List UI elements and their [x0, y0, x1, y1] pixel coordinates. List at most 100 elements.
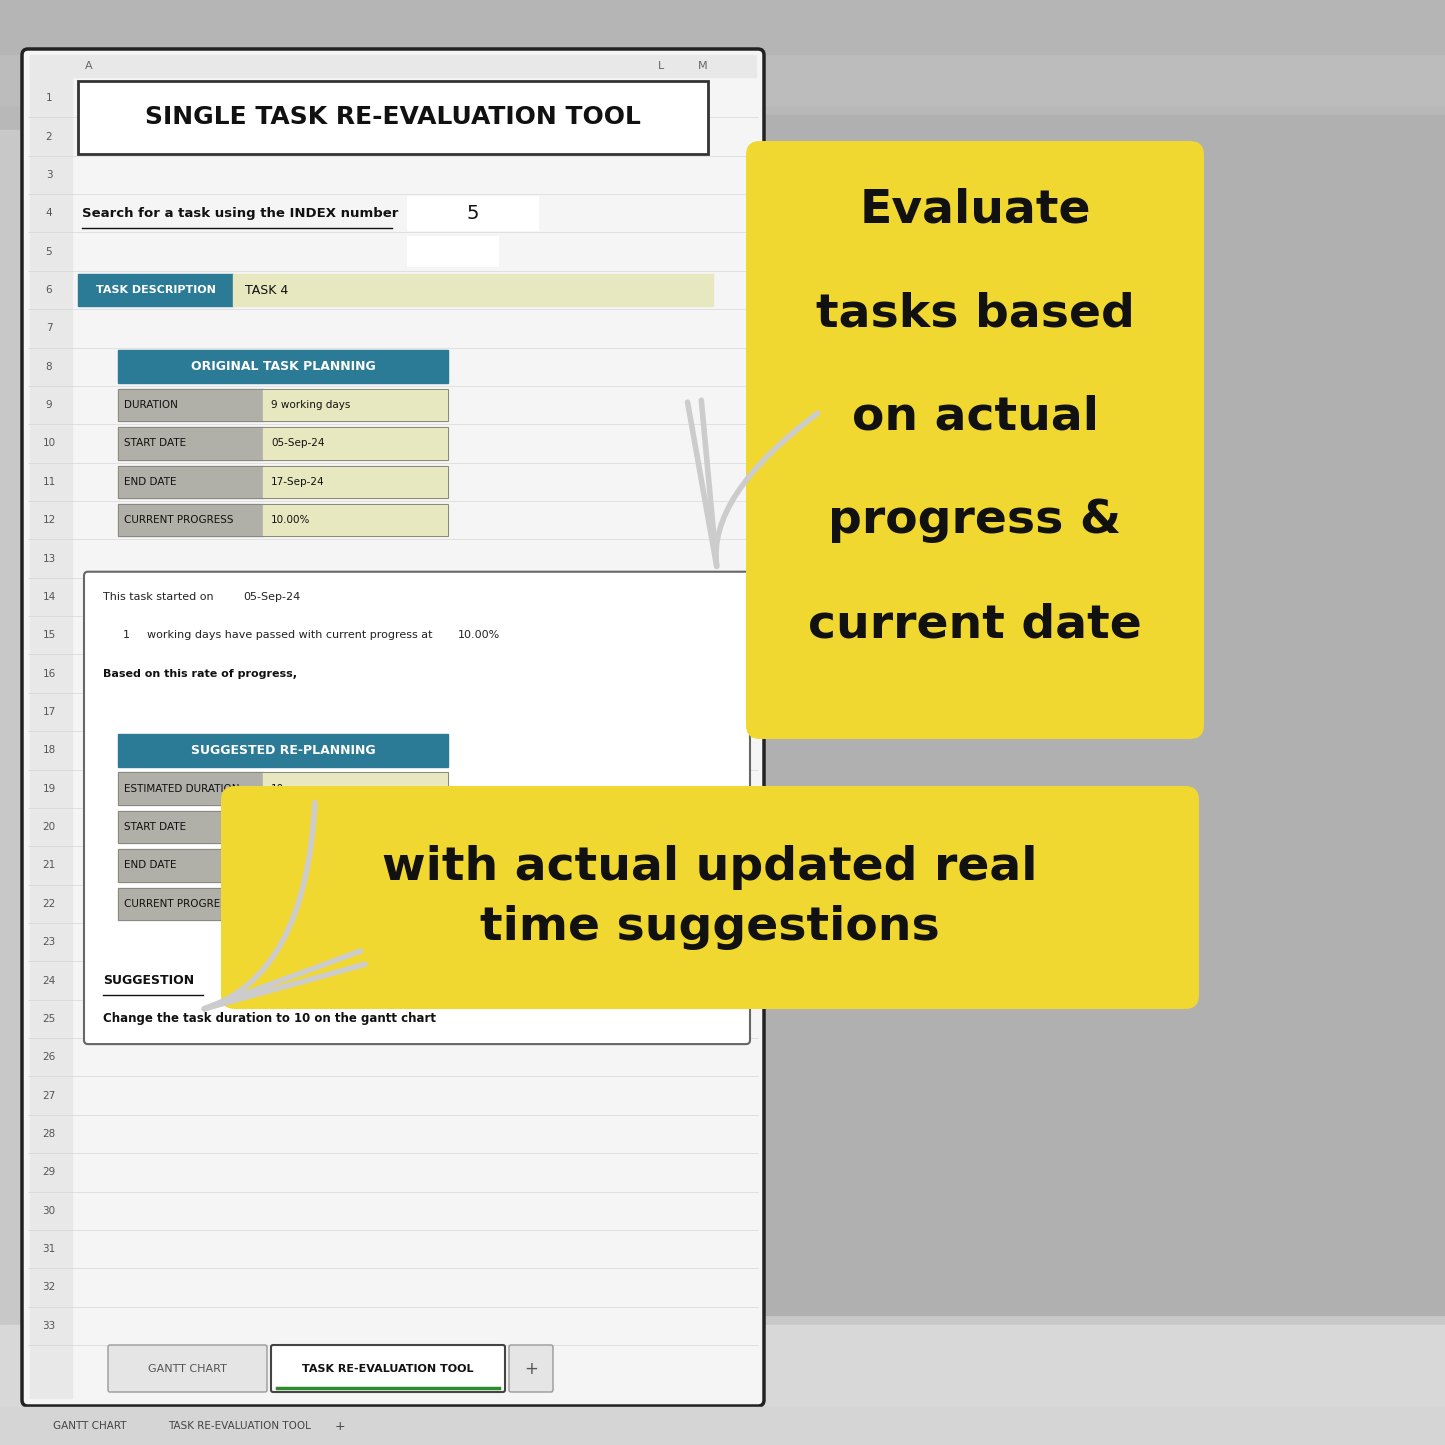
- Bar: [78, 81, 708, 153]
- Text: 30: 30: [42, 1205, 55, 1215]
- Text: 17-Sep-24: 17-Sep-24: [272, 477, 325, 487]
- Bar: [118, 887, 263, 920]
- Text: 12: 12: [42, 516, 55, 525]
- Text: 9: 9: [46, 400, 52, 410]
- Text: ESTIMATED DURATION: ESTIMATED DURATION: [124, 783, 240, 793]
- Text: working days: working days: [688, 860, 757, 870]
- Bar: [263, 428, 448, 460]
- Bar: [118, 389, 263, 422]
- Bar: [118, 504, 263, 536]
- Bar: [78, 273, 233, 306]
- Text: current date: current date: [808, 603, 1142, 647]
- FancyBboxPatch shape: [221, 786, 1199, 1009]
- Text: GANTT CHART: GANTT CHART: [53, 1420, 127, 1431]
- Text: 11: 11: [42, 477, 55, 487]
- Bar: [118, 734, 448, 767]
- Text: 4: 4: [46, 208, 52, 218]
- Text: 3: 3: [46, 171, 52, 181]
- Text: ORIGINAL TASK PLANNING: ORIGINAL TASK PLANNING: [191, 360, 376, 373]
- Text: SUGGESTION: SUGGESTION: [103, 974, 194, 987]
- Text: tasks based: tasks based: [815, 290, 1134, 337]
- Text: on actual: on actual: [851, 394, 1098, 439]
- Text: TASK DESCRIPTION: TASK DESCRIPTION: [95, 285, 215, 295]
- Bar: [118, 811, 448, 844]
- Text: 32: 32: [42, 1283, 55, 1292]
- Text: 05-Sep-24: 05-Sep-24: [272, 438, 325, 448]
- Bar: [263, 811, 448, 844]
- Text: 16: 16: [42, 669, 55, 679]
- Bar: [407, 197, 538, 230]
- Text: SINGLE TASK RE-EVALUATION TOOL: SINGLE TASK RE-EVALUATION TOOL: [144, 105, 642, 130]
- FancyBboxPatch shape: [22, 49, 764, 1406]
- Bar: [78, 81, 708, 153]
- Text: 5: 5: [467, 204, 480, 223]
- Text: CURRENT PROGRESS: CURRENT PROGRESS: [124, 516, 234, 525]
- Bar: [30, 55, 756, 77]
- Text: with actual updated real
time suggestions: with actual updated real time suggestion…: [383, 845, 1038, 949]
- Bar: [118, 887, 448, 920]
- Text: 18: 18: [42, 746, 55, 756]
- Text: 9 working days: 9 working days: [272, 400, 350, 410]
- Text: 24: 24: [42, 975, 55, 985]
- Text: working days have passed with current progress at: working days have passed with current pr…: [140, 630, 432, 640]
- Bar: [118, 504, 448, 536]
- Text: 17: 17: [42, 707, 55, 717]
- Bar: [0, 55, 1445, 105]
- Text: M: M: [698, 61, 708, 71]
- Bar: [233, 273, 712, 306]
- Text: progress &: progress &: [828, 499, 1121, 543]
- Text: START DATE: START DATE: [124, 822, 186, 832]
- Bar: [118, 465, 263, 499]
- Text: DURATION: DURATION: [124, 400, 178, 410]
- Bar: [0, 1325, 1445, 1445]
- Bar: [263, 465, 448, 499]
- Bar: [0, 0, 1445, 79]
- Text: 10.00%: 10.00%: [272, 899, 311, 909]
- FancyBboxPatch shape: [509, 1345, 553, 1392]
- FancyBboxPatch shape: [108, 1345, 267, 1392]
- Bar: [30, 56, 72, 1397]
- Text: Evaluate: Evaluate: [860, 188, 1091, 233]
- FancyBboxPatch shape: [84, 572, 750, 1045]
- Bar: [407, 237, 499, 266]
- Text: 14: 14: [42, 592, 55, 603]
- Text: 28: 28: [42, 1129, 55, 1139]
- Text: 8: 8: [46, 361, 52, 371]
- FancyBboxPatch shape: [272, 1345, 504, 1392]
- Text: +: +: [335, 1419, 345, 1432]
- Text: 2: 2: [46, 131, 52, 142]
- Text: 10: 10: [272, 783, 285, 793]
- Text: 10.00%: 10.00%: [272, 516, 311, 525]
- Bar: [0, 79, 1445, 130]
- Text: L: L: [657, 61, 665, 71]
- Text: TASK RE-EVALUATION TOOL: TASK RE-EVALUATION TOOL: [169, 1420, 312, 1431]
- Text: automatic: automatic: [770, 978, 1051, 1032]
- Text: 23: 23: [42, 938, 55, 946]
- Text: END DATE: END DATE: [124, 477, 176, 487]
- Text: +: +: [525, 1360, 538, 1377]
- Text: Variance from original planning: Variance from original planning: [468, 860, 633, 870]
- Text: 31: 31: [42, 1244, 55, 1254]
- Text: CURRENT PROGRESS: CURRENT PROGRESS: [124, 899, 234, 909]
- Bar: [118, 428, 448, 460]
- Text: 1: 1: [668, 860, 675, 870]
- FancyBboxPatch shape: [746, 142, 1204, 738]
- Bar: [118, 850, 448, 881]
- Bar: [263, 504, 448, 536]
- Bar: [263, 850, 448, 881]
- Text: 1: 1: [46, 92, 52, 103]
- Text: Change the task duration to 10 on the gantt chart: Change the task duration to 10 on the ga…: [103, 1013, 436, 1026]
- Bar: [118, 428, 263, 460]
- Text: TASK RE-EVALUATION TOOL: TASK RE-EVALUATION TOOL: [302, 1364, 474, 1374]
- Text: 19: 19: [42, 783, 55, 793]
- Text: 10.00%: 10.00%: [458, 630, 500, 640]
- Bar: [118, 811, 263, 844]
- Bar: [118, 773, 448, 805]
- Text: GANTT CHART: GANTT CHART: [147, 1364, 227, 1374]
- Bar: [263, 773, 448, 805]
- Bar: [0, 1407, 1445, 1445]
- Text: This task started on: This task started on: [103, 592, 214, 603]
- Text: 22: 22: [42, 899, 55, 909]
- Bar: [0, 0, 1445, 55]
- Text: 27: 27: [42, 1091, 55, 1101]
